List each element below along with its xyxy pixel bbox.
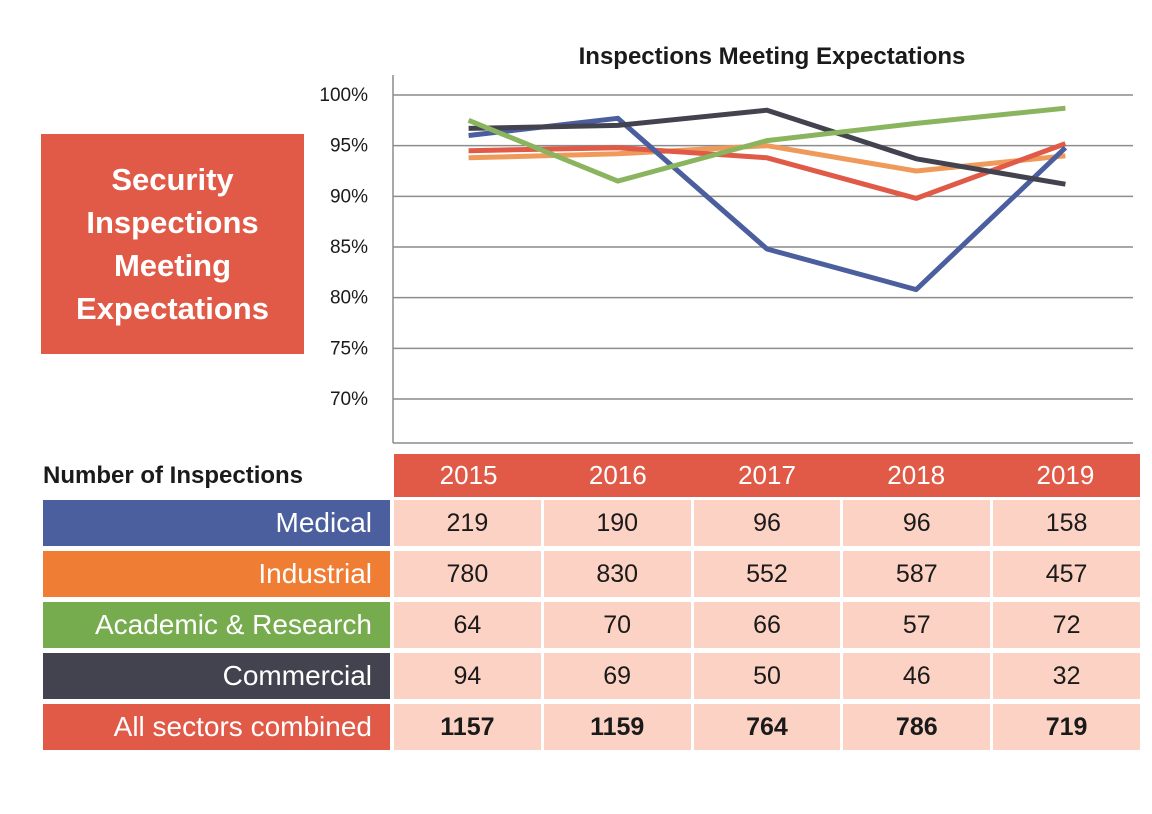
table-cell: 57 [843, 602, 991, 648]
table-cell: 830 [543, 551, 691, 597]
y-tick-label: 90% [330, 186, 368, 207]
table-cell: 587 [843, 551, 991, 597]
year-header: 2019 [1036, 460, 1095, 490]
table-cell: 552 [693, 551, 841, 597]
table-row-medical: Medical 219 190 96 96 158 [43, 500, 1140, 546]
side-title: Security Inspections Meeting Expectation… [76, 162, 269, 326]
row-label: Academic & Research [43, 602, 390, 648]
table-cell: 786 [843, 704, 991, 750]
year-header: 2015 [439, 460, 498, 490]
table-cell: 764 [693, 704, 841, 750]
y-tick-label: 75% [330, 338, 368, 359]
row-label: Commercial [43, 653, 390, 699]
table-title: Number of Inspections [43, 462, 304, 489]
chart-title: Inspections Meeting Expectations [579, 43, 966, 70]
table-cell: 190 [543, 500, 691, 546]
year-header: 2017 [738, 460, 796, 490]
table-cell: 32 [993, 653, 1140, 699]
year-header-row: 2015 2016 2017 2018 2019 [394, 454, 1140, 497]
table-row-total: All sectors combined 1157 1159 764 786 7… [43, 704, 1140, 750]
table-cell: 219 [394, 500, 541, 546]
table-cell: 50 [693, 653, 841, 699]
line-chart: Inspections Meeting Expectations 100% 95%… [319, 43, 1133, 444]
row-label: All sectors combined [43, 704, 390, 750]
side-title-box: Security Inspections Meeting Expectation… [41, 134, 304, 354]
table-cell: 719 [993, 704, 1140, 750]
table-cell: 96 [693, 500, 841, 546]
table-row-commercial: Commercial 94 69 50 46 32 [43, 653, 1140, 699]
year-header: 2016 [588, 460, 647, 490]
table-cell: 457 [993, 551, 1140, 597]
year-header: 2018 [887, 460, 946, 490]
table-cell: 66 [693, 602, 841, 648]
table-cell: 72 [993, 602, 1140, 648]
table-cell: 1159 [543, 704, 691, 750]
y-tick-label: 80% [330, 288, 368, 309]
table-cell: 96 [843, 500, 991, 546]
row-label: Medical [43, 500, 390, 546]
row-label: Industrial [43, 551, 390, 597]
table-cell: 70 [543, 602, 691, 648]
table-cell: 69 [543, 653, 691, 699]
y-tick-label: 100% [319, 85, 368, 106]
y-tick-label: 85% [330, 237, 368, 258]
table-cell: 64 [394, 602, 541, 648]
table-cell: 94 [394, 653, 541, 699]
table-cell: 158 [993, 500, 1140, 546]
series-line-5 [467, 105, 1066, 184]
table-cell: 780 [394, 551, 541, 597]
table-row-industrial: Industrial 780 830 552 587 457 [43, 551, 1140, 597]
series-line-2 [468, 141, 1067, 201]
table-row-academic: Academic & Research 64 70 66 57 72 [43, 602, 1140, 648]
series-line-4 [468, 107, 1066, 187]
y-tick-label: 70% [330, 389, 368, 410]
table-cell: 1157 [394, 704, 541, 750]
table-cell: 46 [843, 653, 991, 699]
y-tick-label: 95% [330, 136, 368, 157]
